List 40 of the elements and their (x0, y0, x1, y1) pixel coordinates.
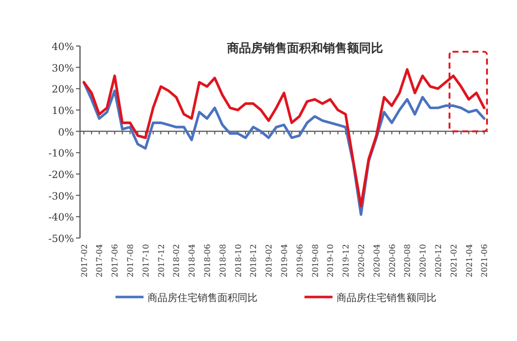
x-tick-label: 2020-08 (403, 244, 412, 278)
x-tick-label: 2018-10 (234, 244, 243, 278)
y-tick-label: 10% (52, 106, 74, 117)
chart-title: 商品房销售面积和销售额同比 (226, 41, 383, 55)
y-tick-label: -20% (48, 170, 74, 181)
y-tick-label: -10% (48, 148, 74, 160)
x-tick-label: 2020-12 (434, 244, 443, 278)
x-tick-label: 2018-12 (249, 244, 258, 278)
x-tick-label: 2017-06 (110, 244, 120, 278)
legend-label: 商品房住宅销售额同比 (336, 292, 436, 304)
x-tick-label: 2018-02 (172, 244, 182, 278)
x-tick-label: 2018-08 (218, 244, 228, 278)
x-tick-label: 2020-04 (372, 244, 382, 278)
x-tick-label: 2018-04 (188, 244, 197, 278)
x-tick-label: 2018-06 (203, 244, 212, 278)
x-tick-label: 2019-06 (295, 244, 304, 278)
x-tick-label: 2019-04 (280, 244, 289, 278)
x-tick-label: 2017-02 (80, 244, 89, 278)
x-tick-label: 2021-04 (464, 244, 474, 278)
y-tick-label: -40% (48, 212, 74, 224)
legend-label: 商品房住宅销售面积同比 (148, 292, 258, 304)
y-tick-label: 40% (52, 42, 74, 53)
x-tick-label: 2020-06 (388, 244, 397, 278)
x-tick-label: 2021-06 (480, 244, 490, 278)
y-tick-label: 20% (52, 84, 74, 96)
x-tick-label: 2017-08 (126, 244, 136, 278)
x-tick-label: 2017-10 (141, 244, 150, 278)
x-tick-label: 2019-12 (342, 244, 351, 278)
x-tick-label: 2020-02 (356, 244, 366, 278)
x-tick-label: 2019-10 (326, 244, 336, 278)
y-tick-label: 30% (52, 63, 74, 74)
y-tick-label: -50% (48, 234, 74, 245)
x-tick-label: 2019-08 (310, 244, 320, 278)
y-tick-label: 0% (58, 127, 74, 138)
x-tick-label: 2019-02 (264, 244, 274, 278)
x-tick-label: 2020-10 (418, 244, 428, 278)
y-tick-label: -30% (48, 191, 74, 202)
x-tick-label: 2017-04 (95, 244, 104, 278)
x-tick-label: 2021-02 (449, 244, 458, 278)
x-tick-label: 2017-12 (156, 244, 166, 278)
